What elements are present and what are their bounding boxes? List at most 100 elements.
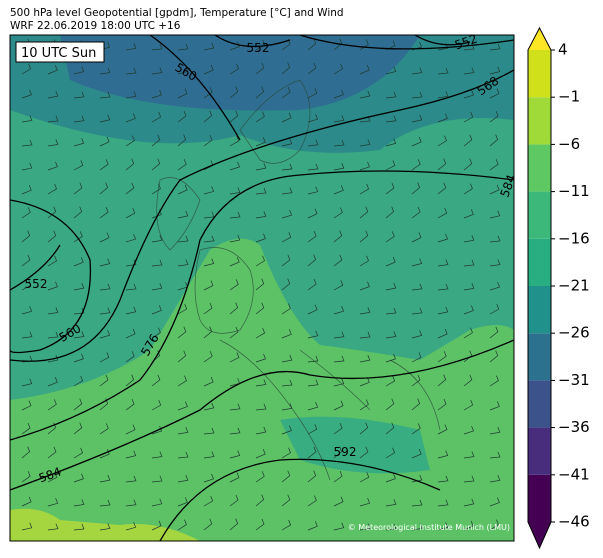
wind-barb: [73, 138, 85, 147]
wind-barb: [437, 424, 448, 435]
wind-barb: [73, 307, 85, 315]
wind-barb: [333, 207, 343, 219]
wind-barb: [73, 282, 85, 291]
wind-barb: [203, 42, 215, 51]
wind-barb: [125, 374, 135, 387]
colorbar-tick-label: −1: [558, 88, 580, 106]
wind-barb: [385, 375, 396, 387]
wind-barb: [307, 38, 317, 51]
wind-barb: [281, 425, 292, 435]
wind-barb: [359, 377, 370, 387]
wind-barb: [489, 401, 500, 411]
wind-barb: [21, 422, 31, 435]
wind-barb: [47, 206, 57, 219]
wind-barb: [437, 113, 448, 123]
wind-barb: [463, 498, 475, 507]
wind-barb: [177, 401, 188, 411]
contour-label: 592: [334, 445, 357, 459]
wind-barb: [125, 450, 137, 459]
wind-barb: [489, 184, 500, 195]
wind-barb: [203, 451, 215, 459]
wind-barb: [437, 475, 449, 483]
wind-barb: [489, 497, 500, 507]
wind-barb: [463, 451, 475, 459]
wind-barb: [437, 207, 448, 219]
wind-barb: [385, 256, 396, 267]
wind-barb: [359, 355, 371, 363]
wind-barb: [229, 352, 240, 363]
contour-line: [10, 69, 514, 362]
wind-barb: [99, 374, 109, 387]
wind-barb: [333, 139, 345, 147]
wind-barb: [151, 235, 163, 243]
wind-barb: [333, 378, 345, 387]
wind-barb: [125, 283, 137, 291]
colorbar-tick-label: −16: [558, 229, 590, 247]
wind-barb: [437, 398, 447, 411]
wind-barb: [307, 521, 318, 531]
wind-barb: [411, 398, 421, 411]
wind-barb: [21, 162, 33, 171]
wind-barb: [99, 91, 111, 99]
wind-barb: [229, 161, 240, 171]
colorbar-under: [528, 522, 551, 548]
wind-barb: [47, 139, 59, 147]
wind-barb: [359, 206, 369, 219]
wind-barb: [281, 62, 291, 75]
wind-barb: [385, 182, 395, 195]
wind-barb: [385, 473, 396, 483]
wind-barb: [99, 232, 110, 243]
wind-barb: [203, 302, 213, 315]
wind-barb: [177, 66, 189, 75]
wind-barb: [125, 424, 136, 435]
wind-barb: [281, 447, 291, 459]
wind-barb: [489, 304, 500, 315]
wind-barb: [99, 499, 111, 507]
wind-barb: [229, 472, 240, 483]
wind-barb: [125, 182, 135, 195]
wind-barb: [99, 330, 111, 339]
wind-barb: [21, 185, 32, 195]
contour-line: [214, 35, 471, 48]
wind-barb: [489, 210, 501, 219]
wind-barb: [359, 39, 369, 51]
colorbar-tick-label: −26: [558, 324, 590, 342]
wind-barb: [411, 182, 421, 195]
wind-barb: [333, 471, 343, 483]
wind-barb: [385, 160, 396, 171]
wind-barb: [47, 331, 59, 339]
wind-barb: [281, 303, 291, 315]
wind-barb: [99, 67, 111, 75]
wind-barb: [73, 115, 85, 123]
wind-barb: [203, 258, 215, 267]
wind-barb: [463, 89, 475, 99]
wind-barb: [281, 254, 291, 267]
wind-barb: [151, 111, 162, 123]
wind-barb: [463, 305, 474, 315]
wind-barb: [203, 64, 214, 75]
wind-barb: [21, 306, 33, 315]
wind-barb: [411, 283, 423, 291]
wind-barb: [99, 283, 111, 291]
wind-barb: [229, 279, 239, 291]
wind-barb: [229, 494, 239, 507]
wind-barb: [229, 135, 240, 147]
colorbar-tick-label: −36: [558, 418, 590, 436]
wind-barb: [177, 43, 189, 51]
wind-barb: [411, 474, 423, 483]
wind-barb: [359, 307, 371, 315]
wind-barb: [437, 522, 449, 531]
wind-barb: [125, 259, 137, 267]
wind-barb: [73, 206, 83, 219]
colorbar-band: [528, 333, 551, 381]
wind-barb: [437, 91, 449, 99]
wind-barb: [21, 471, 31, 483]
wind-barb: [463, 259, 475, 267]
wind-barb: [99, 206, 109, 219]
wind-barb: [47, 307, 59, 315]
wind-barb: [21, 446, 31, 459]
wind-barb: [255, 494, 265, 507]
wind-barb: [125, 91, 137, 99]
wind-barb: [307, 186, 319, 195]
wind-barb: [99, 474, 111, 483]
